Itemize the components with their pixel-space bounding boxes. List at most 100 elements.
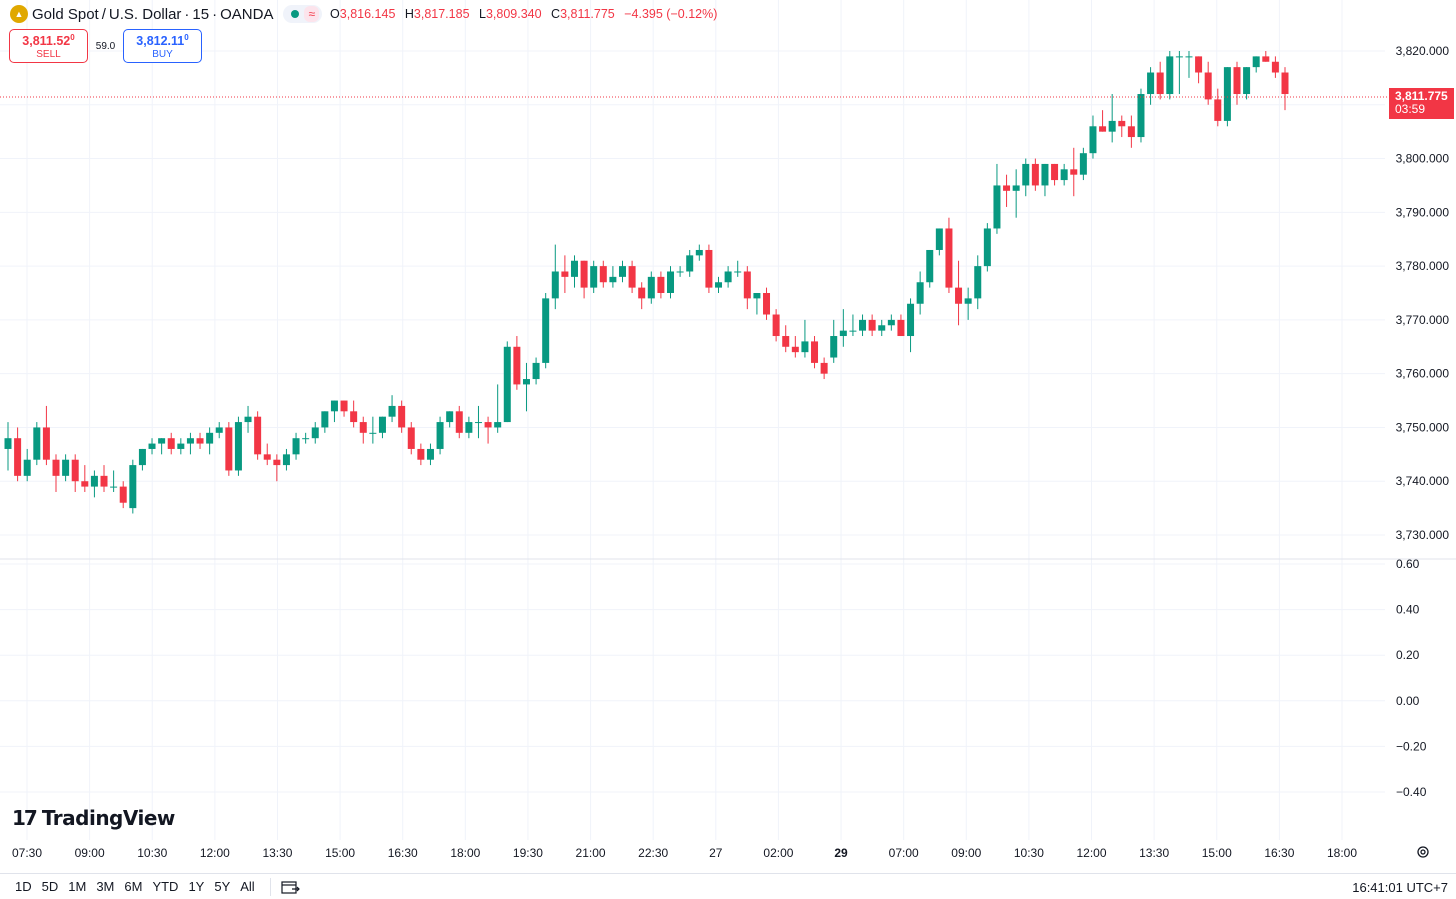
candle [407, 422, 415, 455]
bottom-toolbar: 1D 5D 1M 3M 6M YTD 1Y 5Y All 16:41:01 UTC+7 [0, 873, 1456, 899]
buy-button[interactable]: 3,812.110 BUY [123, 29, 202, 63]
delayed-data-icon[interactable]: ≈ [304, 6, 320, 22]
open-value: 3,816.145 [339, 7, 396, 21]
legend-separator: · [212, 5, 218, 23]
time-tick-label: 02:00 [763, 846, 793, 860]
low-value: 3,809.340 [485, 7, 542, 21]
chart-canvas[interactable]: 07:30 09:00 10:30 12:00 13:30 15:00 16:30 18:00… [0, 0, 1456, 873]
time-tick-label: 15:00 [325, 846, 355, 860]
range-1d[interactable]: 1D [15, 879, 32, 894]
candle [110, 470, 118, 492]
change-value: −4.395 (−0.12%) [624, 7, 718, 21]
symbol-name[interactable]: Gold Spot [32, 5, 99, 23]
indicator-tick-label: 0.60 [1396, 557, 1420, 571]
time-tick-label: 19:30 [513, 846, 543, 860]
candle [551, 244, 559, 310]
legend-separator: · [184, 5, 190, 23]
candle [1271, 56, 1279, 78]
range-ytd[interactable]: YTD [152, 879, 179, 894]
candle [1214, 88, 1222, 127]
candle [1031, 158, 1039, 191]
clock-timezone[interactable]: 16:41:01 UTC+7 [1352, 880, 1448, 895]
candle [465, 416, 473, 439]
candle [522, 362, 530, 412]
last-price-value: 3,811.775 [1395, 89, 1448, 103]
time-tick-label: 12:00 [200, 846, 230, 860]
candle [1060, 163, 1068, 186]
gear-icon[interactable] [1414, 843, 1432, 861]
candle [33, 422, 41, 466]
time-tick-label: 15:00 [1202, 846, 1232, 860]
indicator-tick-label: 0.20 [1396, 648, 1420, 662]
candle [321, 411, 329, 433]
candle [964, 287, 972, 320]
time-tick-label: 09:00 [75, 846, 105, 860]
candle [532, 357, 540, 385]
quote-currency[interactable]: U.S. Dollar [108, 5, 182, 23]
range-1y[interactable]: 1Y [188, 879, 205, 894]
candle [254, 411, 262, 460]
range-6m[interactable]: 6M [124, 879, 143, 894]
high-value: 3,817.185 [413, 7, 470, 21]
candle [350, 400, 358, 428]
range-1m[interactable]: 1M [68, 879, 87, 894]
candle [570, 255, 578, 288]
candle [234, 416, 242, 476]
range-5y[interactable]: 5Y [214, 879, 231, 894]
candle [436, 416, 444, 455]
time-tick-label: 12:00 [1077, 846, 1107, 860]
tradingview-logo[interactable]: 17 TradingView [12, 806, 175, 830]
calendar-range-icon[interactable] [279, 878, 301, 896]
candle [1022, 158, 1030, 197]
candle [1079, 147, 1087, 181]
candle [782, 325, 790, 353]
candle [1012, 169, 1020, 218]
open-label: O [330, 7, 340, 21]
candle [542, 293, 550, 369]
candle [1243, 67, 1251, 100]
candle [983, 223, 991, 272]
candle [1108, 94, 1116, 143]
range-3m[interactable]: 3M [96, 879, 115, 894]
candle [791, 336, 799, 358]
candle [455, 405, 463, 439]
candle [647, 271, 655, 304]
candle [1195, 56, 1203, 84]
candle [638, 282, 646, 310]
candle [734, 260, 742, 277]
candle [618, 260, 626, 283]
candle [302, 432, 310, 444]
candle [1233, 61, 1241, 105]
time-tick-label: 07:30 [12, 846, 42, 860]
indicator-axis: 0.60 0.40 0.20 0.00 −0.20 −0.40 [1396, 557, 1427, 799]
candle [484, 416, 492, 444]
indicator-tick-label: −0.20 [1396, 739, 1427, 753]
sell-price: 3,811.520 [22, 33, 75, 49]
market-status[interactable]: ≈ [283, 5, 323, 23]
candle [292, 432, 300, 460]
candle [839, 309, 847, 347]
candle [263, 443, 271, 466]
chart-grid [0, 0, 1385, 840]
candle [849, 314, 857, 337]
candle [695, 244, 703, 261]
broker-label[interactable]: OANDA [220, 5, 274, 23]
price-tick-label: 3,770.000 [1396, 313, 1450, 327]
candle [580, 260, 588, 299]
candle [657, 271, 665, 299]
candle [369, 416, 377, 444]
range-5d[interactable]: 5D [41, 879, 59, 894]
candle [494, 384, 502, 433]
tradingview-mark-icon: 17 [12, 806, 38, 830]
candle [311, 422, 319, 444]
candle [81, 465, 89, 492]
sell-button[interactable]: 3,811.520 SELL [9, 29, 88, 63]
candle [167, 432, 175, 455]
candle [158, 438, 166, 455]
range-all[interactable]: All [240, 879, 255, 894]
candle [129, 459, 137, 514]
candle [388, 395, 396, 423]
interval-label[interactable]: 15 [192, 5, 210, 23]
spread-value: 59.0 [95, 40, 116, 52]
low-label: L [479, 7, 486, 21]
